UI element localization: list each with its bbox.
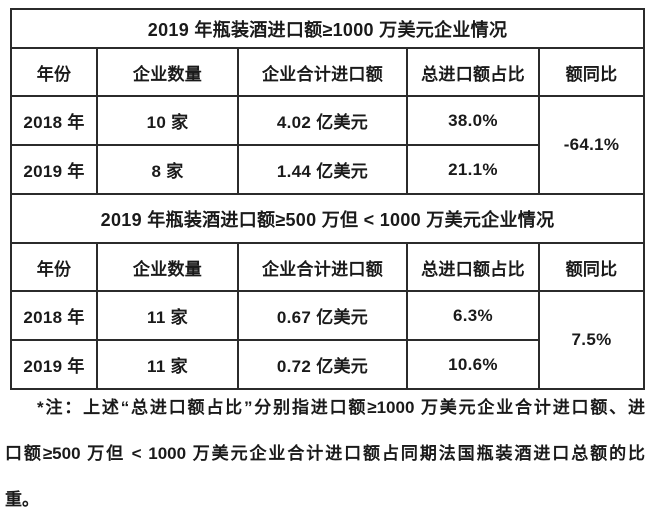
s2-col-header-import-share: 总进口额占比	[406, 242, 540, 292]
s2-yoy-merged-cell: 7.5%	[537, 290, 646, 390]
s1-col-header-year: 年份	[10, 47, 98, 97]
s1-yoy-merged-cell: -64.1%	[537, 95, 646, 195]
s1-col-header-import-share: 总进口额占比	[406, 47, 540, 97]
section2-header-row: 年份 企业数量 企业合计进口额 总进口额占比 额同比	[10, 242, 646, 292]
s1-row-2019: 2019 年 8 家 1.44 亿美元 21.1%	[10, 144, 644, 195]
s2-2018-share: 6.3%	[406, 290, 540, 341]
s2-2019-amount: 0.72 亿美元	[237, 339, 408, 390]
s1-2019-share: 21.1%	[406, 144, 540, 195]
footnote-line: 重。	[5, 490, 39, 509]
section2-title-row: 2019 年瓶装酒进口额≥500 万但 < 1000 万美元企业情况	[9, 193, 646, 244]
section1-title-row: 2019 年瓶装酒进口额≥1000 万美元企业情况	[9, 8, 646, 49]
s2-row-2019: 2019 年 11 家 0.72 亿美元 10.6%	[10, 339, 644, 390]
section1-header-row: 年份 企业数量 企业合计进口额 总进口额占比 额同比	[10, 47, 646, 97]
footnote-line: *注：上述“总进口额占比”分别指进口额≥1000 万美元企业合计进口额、进	[37, 398, 645, 417]
s2-2019-year: 2019 年	[10, 339, 98, 390]
s2-2019-count: 11 家	[96, 339, 239, 390]
s2-col-header-year: 年份	[10, 242, 98, 292]
s1-row-2018: 2018 年 10 家 4.02 亿美元 38.0% -64.1%	[10, 95, 646, 195]
s1-col-header-total-import: 企业合计进口额	[237, 47, 408, 97]
s2-col-header-yoy: 额同比	[537, 242, 646, 292]
s1-col-header-company-count: 企业数量	[96, 47, 239, 97]
s2-2019-share: 10.6%	[406, 339, 540, 390]
s2-col-header-company-count: 企业数量	[96, 242, 239, 292]
s1-2018-share: 38.0%	[406, 95, 540, 146]
s1-2018-count: 10 家	[96, 95, 239, 146]
s1-2019-year: 2019 年	[10, 144, 98, 195]
s1-2019-count: 8 家	[96, 144, 239, 195]
s1-2019-amount: 1.44 亿美元	[237, 144, 408, 195]
footnote-line: 口额≥500 万但 < 1000 万美元企业合计进口额占同期法国瓶装酒进口总额的…	[5, 444, 645, 463]
section1-title: 2019 年瓶装酒进口额≥1000 万美元企业情况	[9, 8, 646, 49]
s1-2018-year: 2018 年	[10, 95, 98, 146]
s2-col-header-total-import: 企业合计进口额	[237, 242, 408, 292]
wine-import-companies-table: 2019 年瓶装酒进口额≥1000 万美元企业情况 年份 企业数量 企业合计进口…	[9, 8, 646, 390]
s2-2018-year: 2018 年	[10, 290, 98, 341]
s1-2018-amount: 4.02 亿美元	[237, 95, 408, 146]
s2-2018-amount: 0.67 亿美元	[237, 290, 408, 341]
footnote-note: *注：上述“总进口额占比”分别指进口额≥1000 万美元企业合计进口额、进 口额…	[5, 385, 645, 516]
s1-col-header-yoy: 额同比	[537, 47, 646, 97]
s2-row-2018: 2018 年 11 家 0.67 亿美元 6.3% 7.5%	[10, 290, 646, 390]
s2-2018-count: 11 家	[96, 290, 239, 341]
section2-title: 2019 年瓶装酒进口额≥500 万但 < 1000 万美元企业情况	[9, 193, 646, 244]
